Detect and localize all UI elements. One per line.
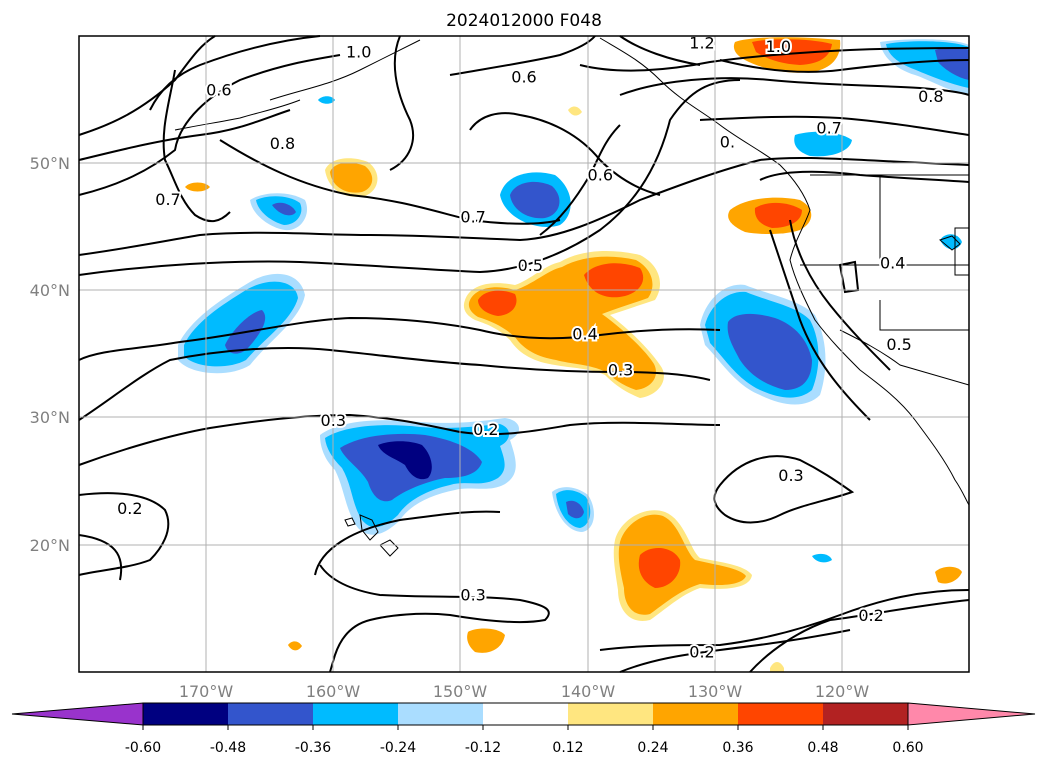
colorbar-tick-label: -0.12 xyxy=(465,740,501,756)
contour-label: 0.6 xyxy=(588,166,613,185)
longitude-labels: 170°W 160°W 150°W 140°W 130°W 120°W xyxy=(179,682,870,701)
contour-lines xyxy=(78,35,970,673)
colorbar-segment xyxy=(228,703,313,725)
map-frame xyxy=(78,35,970,673)
colorbar-tick-label: 0.60 xyxy=(892,740,923,756)
contour-label: 0.8 xyxy=(918,87,943,106)
colorbar-segment xyxy=(738,703,823,725)
colorbar-tick-label: -0.48 xyxy=(210,740,246,756)
contour-label: 1.0 xyxy=(766,37,791,56)
lat-label-40: 40°N xyxy=(30,281,70,300)
lat-label-50: 50°N xyxy=(30,154,70,173)
lon-label-140w: 140°W xyxy=(561,682,616,701)
lon-label-130w: 130°W xyxy=(688,682,743,701)
colorbar-segment xyxy=(483,703,568,725)
colorbar-segment xyxy=(568,703,653,725)
colorbar-outline xyxy=(142,702,909,726)
contour-label: 0.3 xyxy=(608,360,633,379)
contour-label: 0.5 xyxy=(886,335,911,354)
contour-label: 0.3 xyxy=(321,411,346,430)
contour-labels: 1.0 0.6 0.8 0.7 0.7 0.6 1.2 1.0 0.8 0.7 0. 0.6 0.5 0.… xyxy=(115,31,945,663)
contour-label: 0.5 xyxy=(518,256,543,275)
colorbar-extend-low xyxy=(11,702,144,726)
lon-label-160w: 160°W xyxy=(306,682,361,701)
colorbar-tick-label: 0.12 xyxy=(552,740,583,756)
graticule xyxy=(79,36,969,672)
contour-label: 0.6 xyxy=(511,68,536,87)
contour-label: 0.2 xyxy=(689,643,714,662)
colorbar-segment xyxy=(143,703,228,725)
contour-label: 0.8 xyxy=(270,134,295,153)
contour-label: 1.0 xyxy=(346,42,371,61)
contour-label: 0.3 xyxy=(460,585,485,604)
contour-label: 0.7 xyxy=(155,190,180,209)
lon-label-170w: 170°W xyxy=(179,682,234,701)
latitude-labels: 20°N 30°N 40°N 50°N xyxy=(30,154,70,555)
coastlines xyxy=(174,37,970,557)
contour-label: 0.2 xyxy=(473,420,498,439)
colorbar-tick-label: -0.24 xyxy=(380,740,416,756)
map-title: 2024012000 F048 xyxy=(446,11,602,31)
contour-label: 0. xyxy=(720,133,735,152)
lat-label-30: 30°N xyxy=(30,408,70,427)
contour-label: 0.4 xyxy=(880,253,905,272)
lon-label-120w: 120°W xyxy=(815,682,870,701)
contour-label: 1.2 xyxy=(689,33,714,52)
colorbar-tick-label: 0.24 xyxy=(637,740,668,756)
colorbar-tick-label: 0.48 xyxy=(807,740,838,756)
contour-label: 0.4 xyxy=(572,325,597,344)
colorbar-segment xyxy=(823,703,908,725)
contour-label: 0.7 xyxy=(460,208,485,227)
lon-label-150w: 150°W xyxy=(433,682,488,701)
colorbar-segment xyxy=(313,703,398,725)
colorbar-tick-label: -0.60 xyxy=(125,740,161,756)
contour-label: 0.7 xyxy=(816,119,841,138)
colorbar-tick-label: -0.36 xyxy=(295,740,331,756)
colorbar-extend-high xyxy=(907,702,1036,726)
map-plot: 1.0 0.6 0.8 0.7 0.7 0.6 1.2 1.0 0.8 0.7 0. 0.6 0.5 0.… xyxy=(78,31,970,673)
colorbar-segment xyxy=(398,703,483,725)
contour-label: 0.3 xyxy=(778,466,803,485)
colorbar-tick-label: 0.36 xyxy=(722,740,753,756)
colorbar-segment xyxy=(653,703,738,725)
contour-label: 0.2 xyxy=(858,606,883,625)
colorbar: -0.60 -0.48 -0.36 -0.24 -0.12 0.12 0.24 0.36 0.4… xyxy=(11,702,1036,756)
contour-label: 0.2 xyxy=(117,499,142,518)
lat-label-20: 20°N xyxy=(30,536,70,555)
contour-label: 0.6 xyxy=(206,80,231,99)
